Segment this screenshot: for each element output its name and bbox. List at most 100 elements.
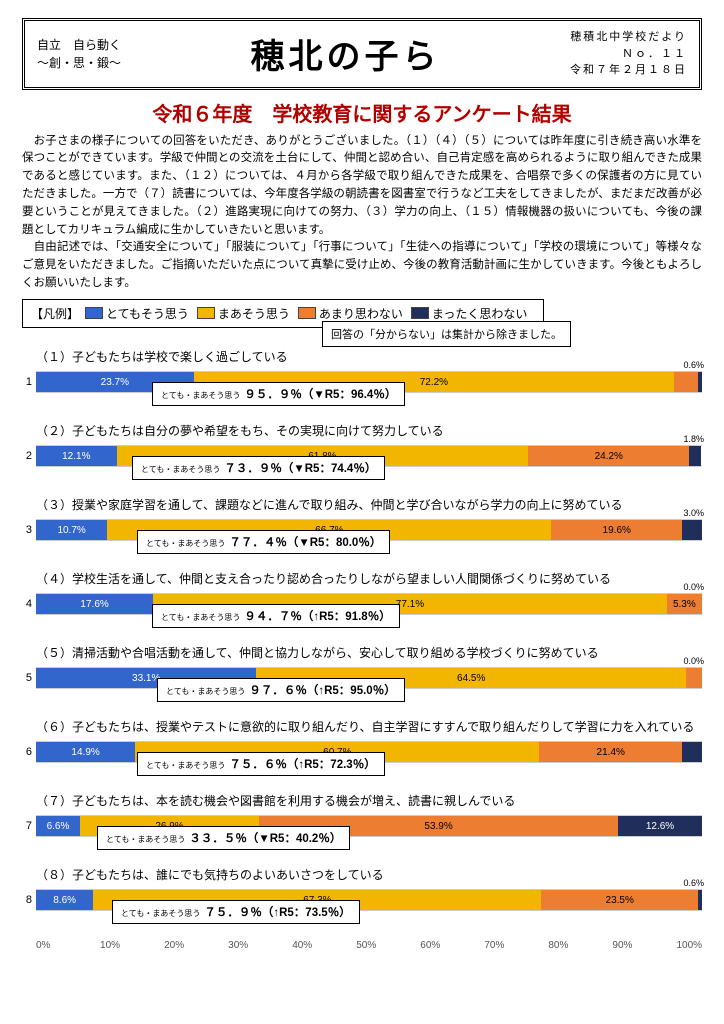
bar-segment: 8.6%: [36, 890, 93, 910]
summary-box: とても・まあそう思う７３．９％（▼R5：74.4％）: [132, 456, 385, 480]
bar-segment: [698, 890, 702, 910]
page-subtitle: 令和６年度 学校教育に関するアンケート結果: [22, 98, 702, 127]
chart-row: （５）清掃活動や合唱活動を通して、仲間と協力しながら、安心して取り組める学校づく…: [22, 644, 702, 710]
summary-box: とても・まあそう思う３３．５％（▼R5：40.2％）: [97, 826, 350, 850]
summary-box: とても・まあそう思う７５．９％（↑R5：73.5％）: [112, 900, 360, 924]
legend-swatch: [411, 307, 429, 319]
chart-row: （８）子どもたちは、誰にでも気持ちのよいあいさつをしている88.6%67.3%2…: [22, 866, 702, 932]
summary-value: ７３．９％（▼R5：74.4％）: [224, 463, 376, 475]
summary-value: ７７．４％（▼R5：80.0％）: [229, 537, 381, 549]
tiny-label: 3.0%: [683, 508, 704, 518]
axis-tick: 60%: [420, 940, 484, 951]
axis-tick: 20%: [164, 940, 228, 951]
legend-label: まあそう思う: [218, 305, 290, 322]
motto-line2: ～創・思・鍛～: [37, 54, 121, 72]
legend-swatch: [197, 307, 215, 319]
summary-box: とても・まあそう思う ７５．６％（↑R5：72.3％）: [137, 752, 385, 776]
summary-box: とても・まあそう思う９５．９％（▼R5：96.4％）: [152, 382, 405, 406]
summary-value: ９７．６％（↑R5：95.0％）: [249, 685, 395, 697]
segment-label: 8.6%: [53, 895, 76, 906]
segment-label: 5.3%: [673, 599, 696, 610]
summary-value: ９４．７％（↑R5：91.8％）: [244, 611, 390, 623]
bar-segment: [674, 372, 698, 392]
legend-swatch: [298, 307, 316, 319]
bar-number: 5: [22, 672, 36, 684]
tiny-label: 0.0%: [683, 582, 704, 592]
axis-tick: 50%: [356, 940, 420, 951]
question-title: （２）子どもたちは自分の夢や希望をもち、その実現に向けて努力している: [22, 422, 702, 439]
segment-label: 12.1%: [62, 451, 90, 462]
tiny-label: 0.6%: [683, 360, 704, 370]
legend-swatch: [85, 307, 103, 319]
legend-title: 【凡例】: [31, 305, 79, 322]
summary-label: とても・まあそう思う: [146, 761, 225, 770]
bar-segment: [686, 668, 702, 688]
bar-segment: [689, 446, 701, 466]
summary-label: とても・まあそう思う: [166, 687, 245, 696]
bar-segment: 24.2%: [528, 446, 689, 466]
bar-number: 6: [22, 746, 36, 758]
motto-line1: 自立 自ら動く: [37, 36, 121, 54]
chart-row: （１）子どもたちは学校で楽しく過ごしている123.7%72.2%0.6%とても・…: [22, 348, 702, 414]
axis-tick: 90%: [612, 940, 676, 951]
bar-segment: 14.9%: [36, 742, 135, 762]
bar-number: 7: [22, 820, 36, 832]
legend-item: あまり思わない: [298, 305, 403, 322]
school-name: 穂積北中学校だより: [570, 29, 687, 46]
segment-label: 10.7%: [57, 525, 85, 536]
axis-tick: 30%: [228, 940, 292, 951]
bar-segment: 10.7%: [36, 520, 107, 540]
bar-segment: 5.3%: [667, 594, 702, 614]
note-box: 回答の「分からない」は集計から除きました。: [322, 321, 571, 347]
summary-label: とても・まあそう思う: [146, 539, 225, 548]
header-meta: 穂積北中学校だより Ｎｏ．１１ 令和７年２月１８日: [570, 29, 687, 79]
segment-label: 19.6%: [603, 525, 631, 536]
tiny-label: 0.6%: [683, 878, 704, 888]
chart-row: （６）子どもたちは、授業やテストに意欲的に取り組んだり、自主学習にすすんで取り組…: [22, 718, 702, 784]
question-title: （６）子どもたちは、授業やテストに意欲的に取り組んだり、自主学習にすすんで取り組…: [22, 718, 702, 735]
charts-container: （１）子どもたちは学校で楽しく過ごしている123.7%72.2%0.6%とても・…: [22, 348, 702, 951]
legend-item: とてもそう思う: [85, 305, 189, 322]
axis-tick: 0%: [36, 940, 100, 951]
bar-segment: 21.4%: [539, 742, 682, 762]
question-title: （４）学校生活を通して、仲間と支え合ったり認め合ったりしながら望ましい人間関係づ…: [22, 570, 702, 587]
issue-date: 令和７年２月１８日: [570, 62, 687, 79]
bar-number: 8: [22, 894, 36, 906]
legend-item: まあそう思う: [197, 305, 290, 322]
legend-label: まったく思わない: [432, 305, 528, 322]
bar-segment: 12.1%: [36, 446, 117, 466]
header-box: 自立 自ら動く ～創・思・鍛～ 穂北の子ら 穂積北中学校だより Ｎｏ．１１ 令和…: [22, 18, 702, 90]
bar-segment: 17.6%: [36, 594, 153, 614]
bar-number: 2: [22, 450, 36, 462]
summary-value: ７５．６％（↑R5：72.3％）: [229, 759, 375, 771]
segment-label: 14.9%: [71, 747, 99, 758]
axis-tick: 10%: [100, 940, 164, 951]
bar-number: 3: [22, 524, 36, 536]
newsletter-title: 穂北の子ら: [251, 29, 441, 78]
chart-row: （２）子どもたちは自分の夢や希望をもち、その実現に向けて努力している 2 12.1%…: [22, 422, 702, 488]
summary-value: ９５．９％（▼R5：96.4％）: [244, 389, 396, 401]
bar-number: 4: [22, 598, 36, 610]
summary-box: とても・まあそう思う ９４．７％（↑R5：91.8％）: [152, 604, 400, 628]
bar-segment: [682, 742, 702, 762]
segment-label: 23.7%: [101, 377, 129, 388]
segment-label: 21.4%: [597, 747, 625, 758]
axis-tick: 80%: [548, 940, 612, 951]
legend-label: とてもそう思う: [106, 305, 189, 322]
axis-tick: 100%: [676, 940, 702, 951]
segment-label: 6.6%: [47, 821, 70, 832]
summary-value: ７５．９％（↑R5：73.5％）: [204, 907, 350, 919]
bar-segment: 23.5%: [541, 890, 698, 910]
axis-tick: 40%: [292, 940, 356, 951]
question-title: （３）授業や家庭学習を通して、課題などに進んで取り組み、仲間と学び合いながら学力…: [22, 496, 702, 513]
question-title: （５）清掃活動や合唱活動を通して、仲間と協力しながら、安心して取り組める学校づく…: [22, 644, 702, 661]
summary-value: ３３．５％（▼R5：40.2％）: [189, 833, 341, 845]
segment-label: 17.6%: [80, 599, 108, 610]
legend-item: まったく思わない: [411, 305, 528, 322]
body-paragraph: お子さまの様子についての回答をいただき、ありがとうございました。（１）（４）（５…: [22, 133, 702, 293]
summary-label: とても・まあそう思う: [161, 613, 240, 622]
segment-label: 64.5%: [457, 673, 485, 684]
question-title: （８）子どもたちは、誰にでも気持ちのよいあいさつをしている: [22, 866, 702, 883]
tiny-label: 1.8%: [683, 434, 704, 444]
axis-tick: 70%: [484, 940, 548, 951]
